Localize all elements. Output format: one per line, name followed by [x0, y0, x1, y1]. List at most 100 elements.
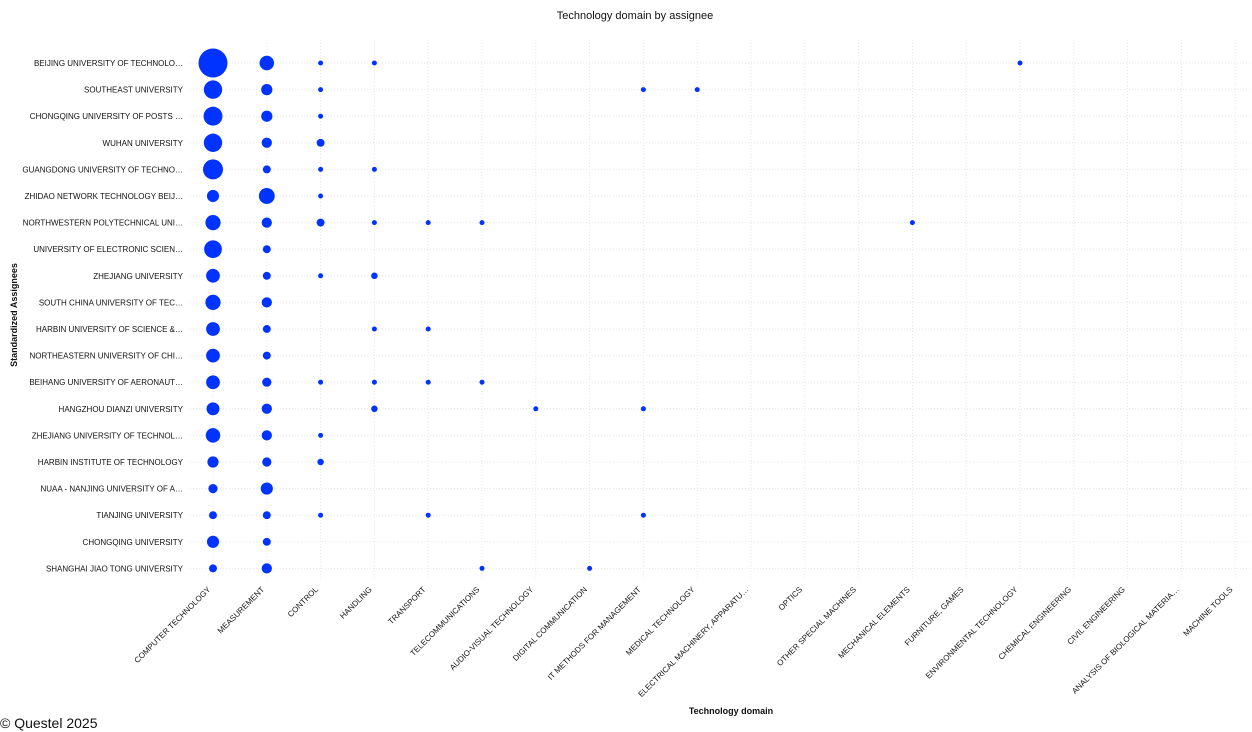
y-tick-label: HANGZHOU DIANZI UNIVERSITY [59, 405, 184, 414]
bubble-point[interactable] [206, 375, 220, 390]
bubble-point[interactable] [261, 563, 272, 574]
bubble-point[interactable] [205, 215, 221, 231]
bubble-point[interactable] [203, 133, 223, 152]
bubble-point[interactable] [640, 87, 646, 93]
bubble-point[interactable] [318, 379, 324, 385]
bubble-point[interactable] [533, 406, 539, 412]
bubble-point[interactable] [262, 457, 272, 467]
bubble-point[interactable] [371, 326, 377, 332]
y-axis-label: Standardized Assignees [9, 263, 19, 367]
bubble-point[interactable] [261, 403, 272, 414]
bubble-point[interactable] [206, 348, 220, 363]
x-tick-label: ENVIRONMENTAL TECHNOLOGY [924, 585, 1020, 681]
bubble-point[interactable] [205, 294, 221, 310]
bubble-point[interactable] [318, 60, 324, 66]
y-tick-label: ZHIDAO NETWORK TECHNOLOGY BEIJ… [25, 192, 183, 201]
bubble-point[interactable] [318, 87, 324, 93]
bubble-point[interactable] [316, 218, 325, 227]
bubble-point[interactable] [262, 537, 271, 546]
bubble-point[interactable] [909, 220, 915, 226]
x-tick-label: MEASUREMENT [216, 585, 266, 635]
y-tick-label: CHONGQING UNIVERSITY [83, 538, 184, 547]
bubble-point[interactable] [209, 564, 217, 573]
bubble-point[interactable] [318, 273, 324, 279]
bubble-point[interactable] [694, 87, 700, 93]
bubble-point[interactable] [262, 325, 271, 333]
bubble-point[interactable] [262, 245, 271, 254]
y-tick-label: TIANJING UNIVERSITY [96, 511, 183, 520]
y-tick-label: UNIVERSITY OF ELECTRONIC SCIEN… [33, 245, 183, 254]
bubble-point[interactable] [1017, 60, 1023, 66]
y-tick-label: CHONGQING UNIVERSITY OF POSTS … [30, 112, 183, 121]
bubble-point[interactable] [205, 428, 221, 443]
bubble-point[interactable] [318, 113, 324, 119]
copyright-notice: © Questel 2025 [0, 715, 98, 731]
x-axis-label: Technology domain [689, 706, 773, 716]
bubble-point[interactable] [371, 220, 377, 226]
bubble-point[interactable] [318, 166, 324, 172]
bubble-point[interactable] [261, 297, 272, 308]
bubble-point[interactable] [261, 110, 273, 122]
bubble-point[interactable] [208, 484, 218, 494]
x-tick-label: CONTROL [286, 585, 320, 619]
bubble-point[interactable] [425, 326, 431, 332]
bubble-point[interactable] [371, 60, 377, 66]
bubble-point[interactable] [371, 272, 378, 280]
bubble-point[interactable] [371, 379, 377, 385]
bubble-point[interactable] [425, 512, 431, 518]
bubble-point[interactable] [371, 166, 377, 172]
bubble-point[interactable] [261, 430, 272, 441]
bubble-point[interactable] [479, 379, 485, 385]
bubble-point[interactable] [206, 189, 220, 203]
bubble-point[interactable] [206, 402, 220, 416]
grid-layer [190, 40, 1252, 580]
bubble-point[interactable] [262, 377, 272, 387]
bubble-point[interactable] [262, 351, 271, 360]
bubble-point[interactable] [206, 535, 220, 548]
x-tick-label: FURNITURE, GAMES [903, 585, 966, 648]
bubble-point[interactable] [203, 106, 223, 126]
bubble-point[interactable] [206, 322, 220, 336]
bubble-point[interactable] [316, 138, 325, 147]
bubble-point[interactable] [260, 482, 273, 495]
bubble-point[interactable] [198, 48, 228, 78]
bubble-point[interactable] [203, 80, 223, 99]
bubble-point[interactable] [259, 55, 275, 71]
bubble-point[interactable] [318, 193, 324, 199]
x-tick-label: IT METHODS FOR MANAGEMENT [546, 585, 643, 682]
x-tick-label: TRANSPORT [386, 585, 427, 626]
bubble-point[interactable] [317, 458, 324, 466]
bubble-point[interactable] [371, 405, 378, 413]
bubble-point[interactable] [261, 137, 272, 148]
bubble-point[interactable] [479, 565, 485, 571]
bubble-point[interactable] [261, 83, 273, 96]
bubble-point[interactable] [203, 159, 223, 180]
bubble-point[interactable] [587, 565, 593, 571]
x-tick-label: OPTICS [777, 585, 804, 612]
x-tick-label: HANDLING [338, 585, 374, 621]
bubble-point[interactable] [261, 217, 272, 228]
bubble-point[interactable] [425, 379, 431, 385]
bubble-point[interactable] [209, 511, 217, 520]
bubble-point[interactable] [258, 188, 275, 204]
bubble-point[interactable] [318, 432, 324, 438]
bubble-point[interactable] [640, 406, 646, 412]
y-tick-label: SOUTHEAST UNIVERSITY [84, 86, 184, 95]
bubble-point[interactable] [262, 165, 271, 174]
bubble-point[interactable] [640, 512, 646, 518]
bubble-point[interactable] [262, 271, 271, 280]
y-tick-labels: BEIJING UNIVERSITY OF TECHNOLO… SOUTHEAST… [22, 59, 183, 573]
bubble-point[interactable] [479, 220, 485, 226]
bubble-point[interactable] [318, 512, 324, 518]
bubble-point[interactable] [206, 268, 220, 283]
x-tick-label: MACHINE TOOLS [1182, 585, 1235, 638]
x-tick-labels: COMPUTER TECHNOLOGY MEASUREMENT CONTROL HAN… [133, 585, 1235, 699]
y-tick-label: WUHAN UNIVERSITY [103, 139, 184, 148]
y-tick-label: GUANGDONG UNIVERSITY OF TECHNO… [22, 165, 183, 174]
bubble-point[interactable] [425, 220, 431, 226]
chart-title: Technology domain by assignee [556, 10, 714, 22]
bubble-point[interactable] [207, 456, 219, 468]
bubble-point[interactable] [204, 240, 222, 259]
bubble-point[interactable] [262, 511, 271, 520]
